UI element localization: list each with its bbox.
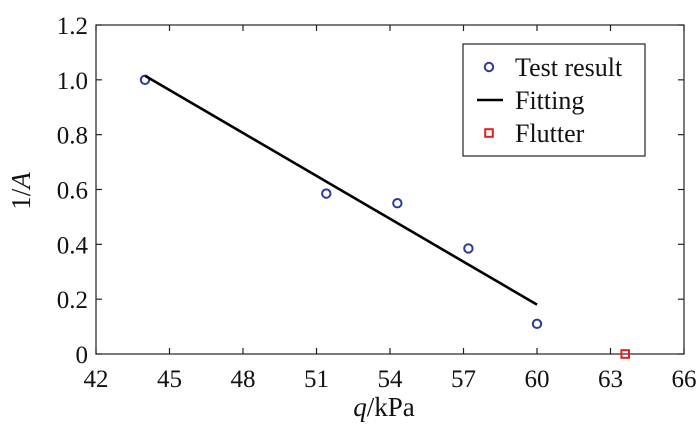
legend-label: Flutter <box>515 119 585 148</box>
x-tick-label: 66 <box>672 366 697 393</box>
test-result-point <box>139 74 151 86</box>
plot-data <box>139 74 631 359</box>
x-tick-label: 45 <box>157 366 182 393</box>
y-tick-label: 0.8 <box>57 123 88 150</box>
axis-ticks: 42 45 48 51 54 57 60 63 66 0 0.2 0.4 0.6 0.8 1.0 1.2 <box>57 13 697 393</box>
test-result-point <box>392 198 403 209</box>
test-result-point <box>531 318 543 330</box>
y-tick-label: 0.4 <box>57 232 89 259</box>
test-result-point <box>463 243 474 254</box>
legend-label: Test result <box>515 53 623 82</box>
y-axis-symbol: A <box>6 172 36 191</box>
legend: Test result Fitting Flutter <box>462 43 646 157</box>
y-axis-label: 1/A <box>6 172 36 210</box>
y-tick-label: 1.2 <box>57 13 88 40</box>
test-result-point <box>321 188 332 199</box>
legend-label: Fitting <box>515 86 584 115</box>
legend-test-result-swatch <box>483 61 495 73</box>
y-tick-label: 1.0 <box>57 68 88 95</box>
y-tick-label: 0 <box>76 342 89 369</box>
x-axis-label: q/kPa <box>353 392 415 422</box>
legend-flutter-swatch <box>484 128 494 138</box>
y-tick-label: 0.2 <box>57 287 88 314</box>
x-tick-label: 54 <box>378 366 404 393</box>
x-tick-label: 48 <box>231 366 256 393</box>
y-tick-label: 0.6 <box>57 178 88 205</box>
y-axis-prefix: 1/ <box>6 188 36 210</box>
x-axis-symbol: q <box>353 392 367 422</box>
fitting-line <box>144 74 538 306</box>
x-axis-unit: /kPa <box>367 392 415 422</box>
x-tick-label: 57 <box>451 366 476 393</box>
flutter-point <box>620 349 631 359</box>
x-tick-label: 51 <box>304 366 329 393</box>
x-tick-label: 42 <box>84 366 109 393</box>
x-tick-label: 63 <box>598 366 623 393</box>
x-tick-label: 60 <box>525 366 550 393</box>
